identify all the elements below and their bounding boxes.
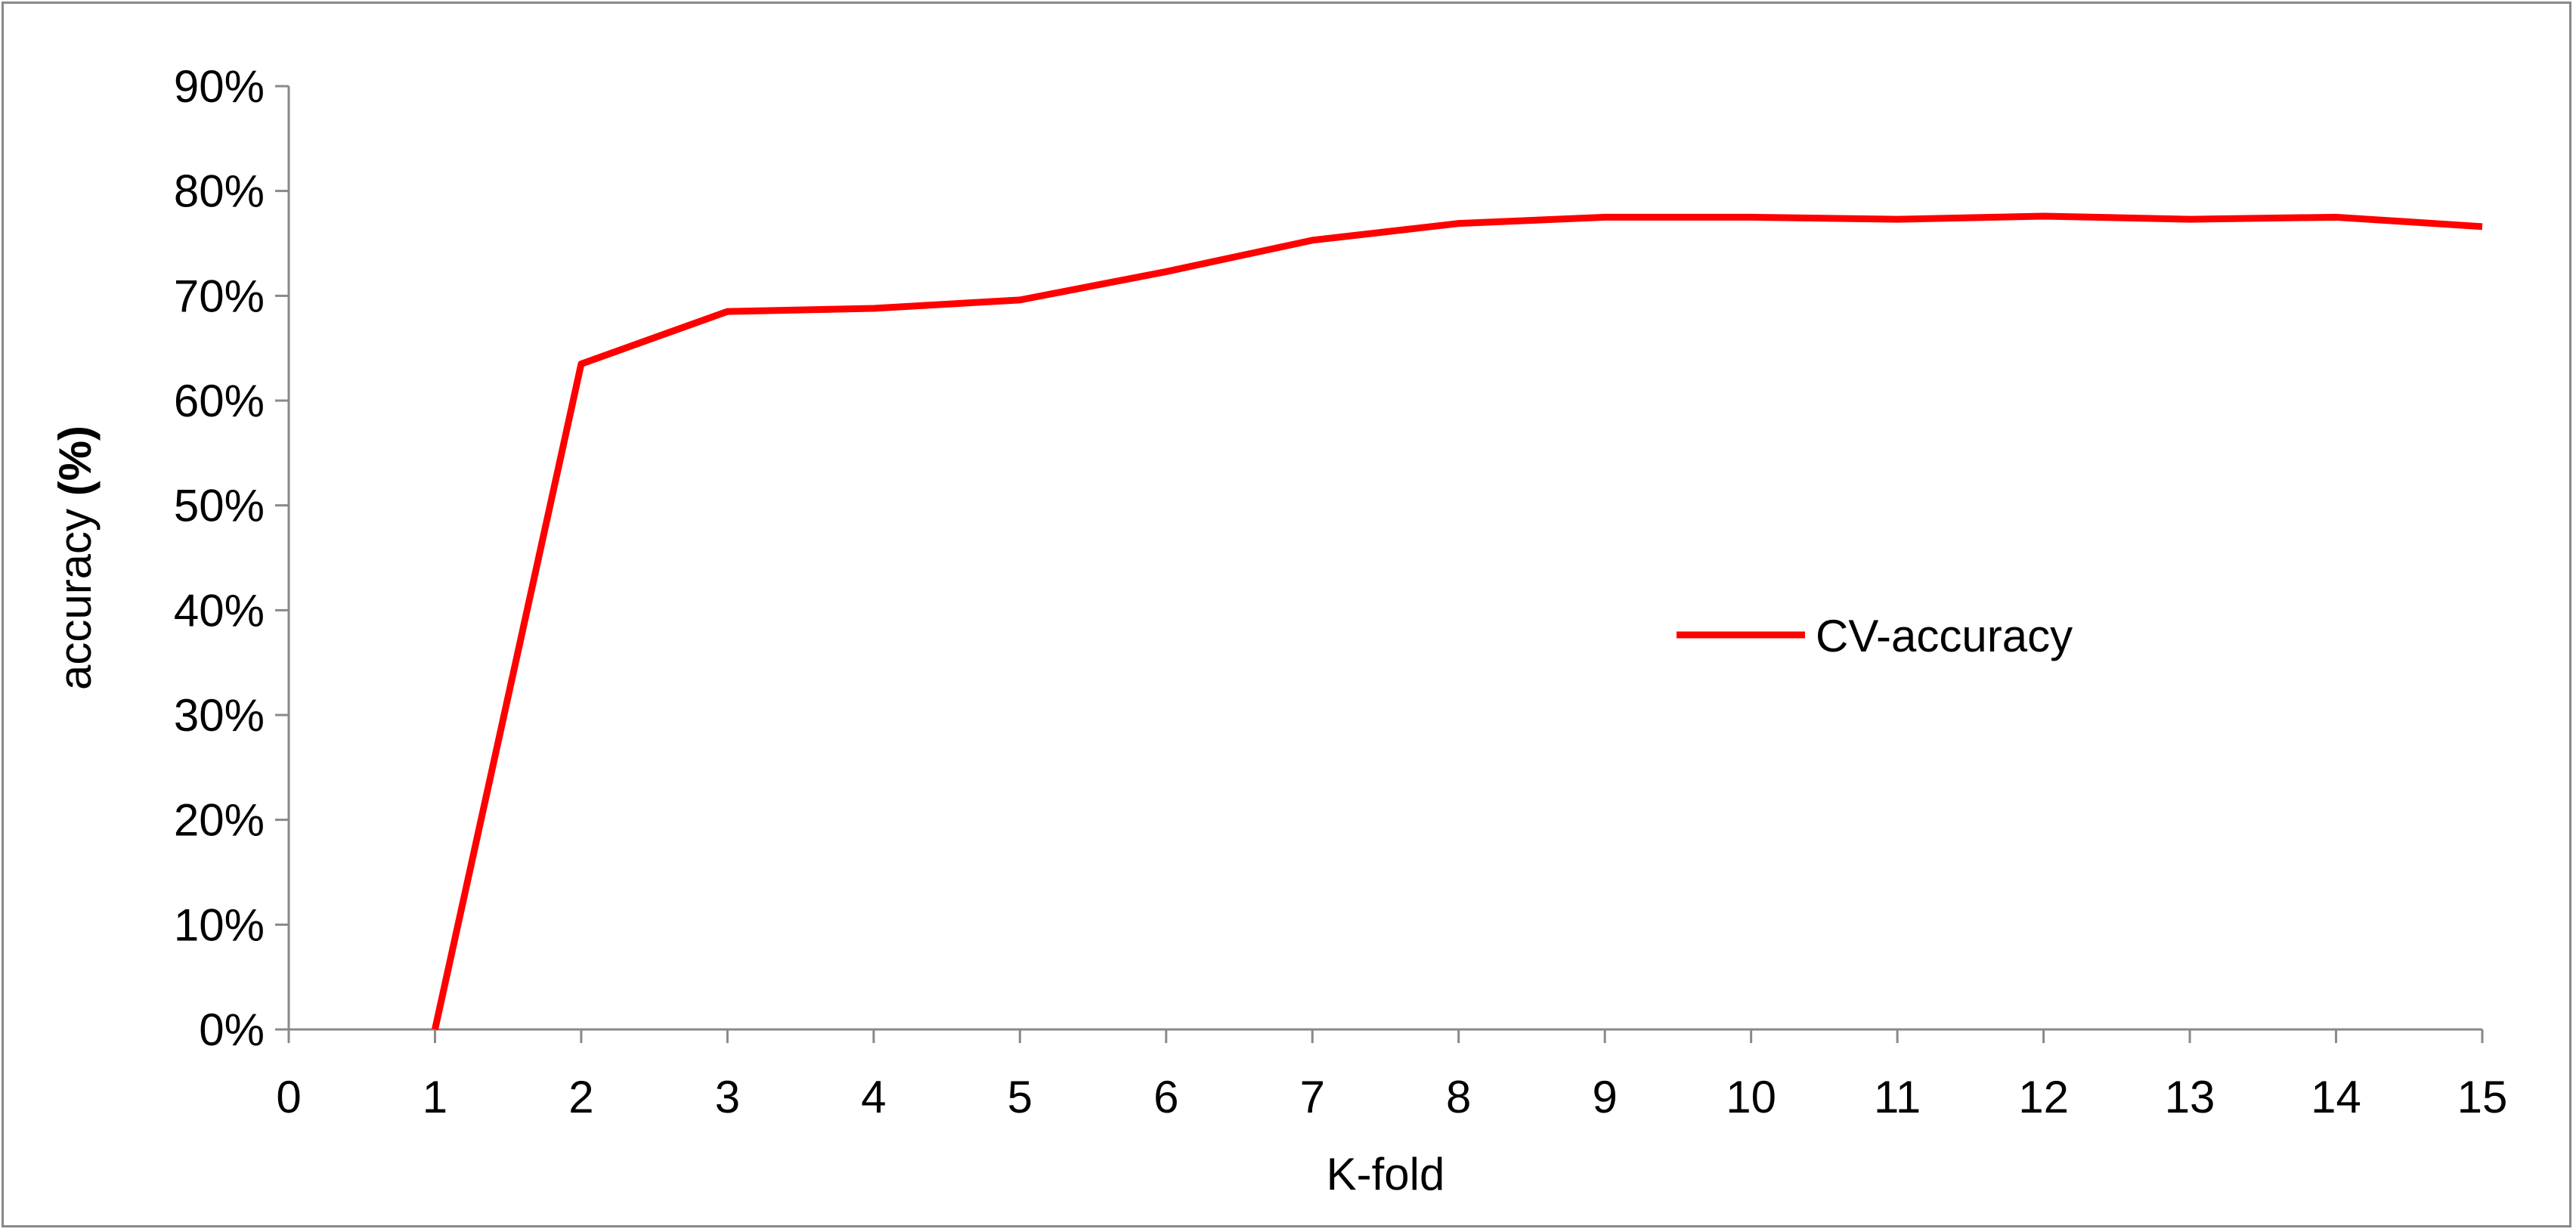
- x-axis-title: K-fold: [1327, 1149, 1445, 1199]
- y-tick-label: 0%: [199, 1004, 265, 1055]
- x-tick-label: 14: [2311, 1072, 2361, 1122]
- x-tick-label: 0: [276, 1072, 301, 1122]
- x-tick-label: 11: [1874, 1072, 1921, 1122]
- y-axis-title-text: accuracy: [50, 496, 101, 690]
- x-tick-label: 5: [1008, 1072, 1033, 1122]
- y-tick-label: 40%: [174, 585, 265, 636]
- x-axis-ticks: 0 1 2 3 4 5 6 7 8 9 10 11 12 13 14 15: [276, 1029, 2507, 1122]
- y-tick-label: 10%: [174, 899, 265, 950]
- y-tick-label: 90%: [174, 61, 265, 112]
- x-tick-label: 6: [1153, 1072, 1178, 1122]
- x-tick-label: 1: [423, 1072, 447, 1122]
- x-tick-label: 13: [2165, 1072, 2215, 1122]
- x-tick-label: 3: [715, 1072, 740, 1122]
- y-tick-label: 80%: [174, 166, 265, 217]
- y-axis-title-unit: (%): [50, 426, 101, 496]
- x-tick-label: 8: [1446, 1072, 1471, 1122]
- y-tick-label: 20%: [174, 795, 265, 846]
- x-tick-label: 4: [861, 1072, 886, 1122]
- y-tick-label: 30%: [174, 690, 265, 741]
- x-tick-label: 7: [1300, 1072, 1325, 1122]
- legend: CV-accuracy: [1677, 611, 2073, 661]
- y-tick-label: 50%: [174, 481, 265, 531]
- series-layer: [432, 212, 2483, 1030]
- series-line-cv-accuracy: [432, 212, 2483, 1030]
- y-tick-label: 60%: [174, 376, 265, 426]
- y-axis-title: accuracy (%): [50, 426, 101, 690]
- x-tick-label: 15: [2457, 1072, 2508, 1122]
- y-tick-label: 70%: [174, 271, 265, 321]
- x-tick-label: 12: [2018, 1072, 2069, 1122]
- x-tick-label: 10: [1726, 1072, 1776, 1122]
- legend-label-cv-accuracy: CV-accuracy: [1816, 611, 2073, 661]
- x-tick-label: 2: [568, 1072, 593, 1122]
- x-tick-label: 9: [1593, 1072, 1618, 1122]
- y-axis-ticks: 0% 10% 20% 30% 40% 50% 60% 70% 80% 90%: [174, 61, 289, 1055]
